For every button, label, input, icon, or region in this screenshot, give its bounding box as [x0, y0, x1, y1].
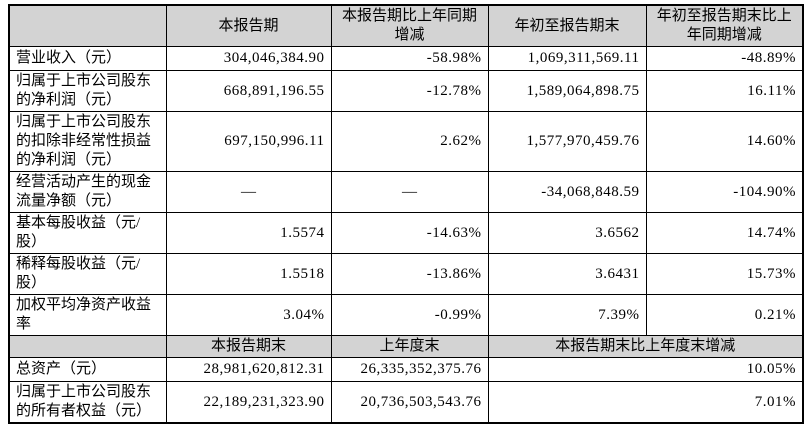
- prior-year-end-value: 26,335,352,375.76: [330, 357, 489, 382]
- table-header-row-period-end: 本报告期末 上年度末 本报告期末比上年度末增减: [8, 335, 804, 358]
- ytd-value: 3.6562: [487, 212, 647, 254]
- table-row-net-profit: 归属于上市公司股东的净利润（元） 668,891,196.55 -12.78% …: [8, 70, 804, 112]
- current-period-change: 2.62%: [330, 111, 489, 172]
- current-period-change: -12.78%: [330, 70, 489, 112]
- table-row-operating-cash-flow: 经营活动产生的现金流量净额（元） — — -34,068,848.59 -104…: [8, 171, 804, 213]
- ytd-value: 1,589,064,898.75: [487, 70, 647, 112]
- current-period-value: —: [165, 171, 332, 213]
- ytd-value: 1,577,970,459.76: [487, 111, 647, 172]
- ytd-value: 1,069,311,569.11: [487, 46, 647, 71]
- current-period-value: 304,046,384.90: [165, 46, 332, 71]
- ytd-change: 15.73%: [645, 253, 804, 295]
- row-label: 经营活动产生的现金流量净额（元）: [8, 171, 167, 213]
- header-prior-year-end: 上年度末: [330, 335, 489, 358]
- period-end-change-value: 7.01%: [487, 381, 804, 424]
- ytd-change: 16.11%: [645, 70, 804, 112]
- table-row-weighted-roe: 加权平均净资产收益率 3.04% -0.99% 7.39% 0.21%: [8, 294, 804, 336]
- current-period-change: -58.98%: [330, 46, 489, 71]
- row-label: 归属于上市公司股东的净利润（元）: [8, 70, 167, 112]
- row-label: 总资产（元）: [8, 357, 167, 382]
- ytd-value: 7.39%: [487, 294, 647, 336]
- ytd-change: -48.89%: [645, 46, 804, 71]
- current-period-value: 697,150,996.11: [165, 111, 332, 172]
- current-period-value: 3.04%: [165, 294, 332, 336]
- current-period-change: -14.63%: [330, 212, 489, 254]
- row-label: 加权平均净资产收益率: [8, 294, 167, 336]
- ytd-change: -104.90%: [645, 171, 804, 213]
- header-period-end: 本报告期末: [165, 335, 332, 358]
- row-label: 归属于上市公司股东的扣除非经常性损益的净利润（元）: [8, 111, 167, 172]
- prior-year-end-value: 20,736,503,543.76: [330, 381, 489, 424]
- current-period-change: —: [330, 171, 489, 213]
- header-empty-cell: [8, 335, 167, 358]
- period-end-value: 28,981,620,812.31: [165, 357, 332, 382]
- table-header-row-period: 本报告期 本报告期比上年同期增减 年初至报告期末 年初至报告期末比上年同期增减: [8, 4, 804, 47]
- current-period-value: 668,891,196.55: [165, 70, 332, 112]
- current-period-value: 1.5518: [165, 253, 332, 295]
- table-row-non-recurring-net-profit: 归属于上市公司股东的扣除非经常性损益的净利润（元） 697,150,996.11…: [8, 111, 804, 172]
- period-end-change-value: 10.05%: [487, 357, 804, 382]
- header-current-period: 本报告期: [165, 4, 332, 47]
- header-period-end-change: 本报告期末比上年度末增减: [487, 335, 804, 358]
- row-label: 营业收入（元）: [8, 46, 167, 71]
- financial-summary-table: 本报告期 本报告期比上年同期增减 年初至报告期末 年初至报告期末比上年同期增减 …: [8, 4, 804, 424]
- table-row-diluted-eps: 稀释每股收益（元/股） 1.5518 -13.86% 3.6431 15.73%: [8, 253, 804, 295]
- row-label: 稀释每股收益（元/股）: [8, 253, 167, 295]
- header-ytd: 年初至报告期末: [487, 4, 647, 47]
- ytd-value: 3.6431: [487, 253, 647, 295]
- ytd-value: -34,068,848.59: [487, 171, 647, 213]
- table-row-owners-equity: 归属于上市公司股东的所有者权益（元） 22,189,231,323.90 20,…: [8, 381, 804, 424]
- ytd-change: 0.21%: [645, 294, 804, 336]
- header-ytd-change: 年初至报告期末比上年同期增减: [645, 4, 804, 47]
- period-end-value: 22,189,231,323.90: [165, 381, 332, 424]
- current-period-change: -0.99%: [330, 294, 489, 336]
- table-row-basic-eps: 基本每股收益（元/股） 1.5574 -14.63% 3.6562 14.74%: [8, 212, 804, 254]
- ytd-change: 14.74%: [645, 212, 804, 254]
- header-empty-cell: [8, 4, 167, 47]
- row-label: 归属于上市公司股东的所有者权益（元）: [8, 381, 167, 424]
- current-period-value: 1.5574: [165, 212, 332, 254]
- ytd-change: 14.60%: [645, 111, 804, 172]
- current-period-change: -13.86%: [330, 253, 489, 295]
- row-label: 基本每股收益（元/股）: [8, 212, 167, 254]
- table-row-total-assets: 总资产（元） 28,981,620,812.31 26,335,352,375.…: [8, 357, 804, 382]
- header-current-period-change: 本报告期比上年同期增减: [330, 4, 489, 47]
- table-row-revenue: 营业收入（元） 304,046,384.90 -58.98% 1,069,311…: [8, 46, 804, 71]
